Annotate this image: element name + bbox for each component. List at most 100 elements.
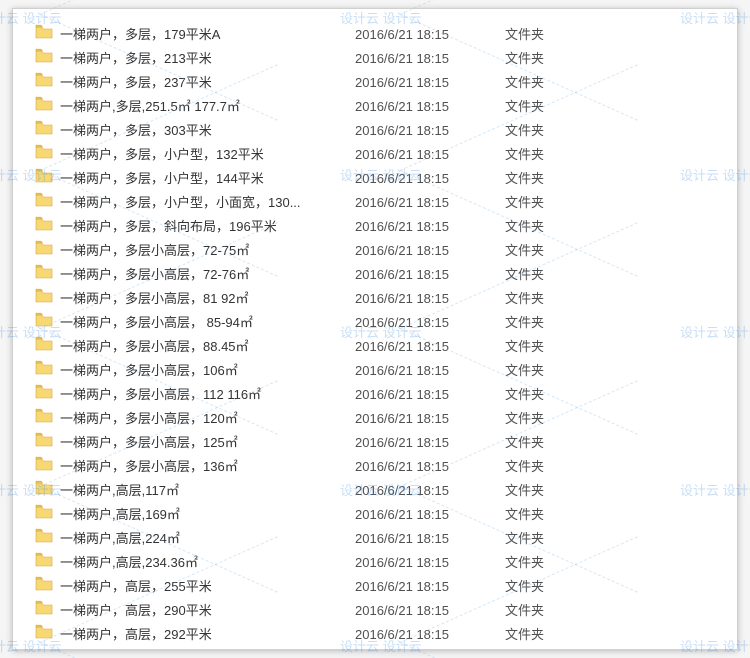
file-name-cell[interactable]: 一梯两户，多层小高层，125㎡ [35,431,355,455]
file-row[interactable]: 一梯两户，多层小高层，136㎡2016/6/21 18:15文件夹 [35,455,727,479]
file-type-cell: 文件夹 [505,575,585,599]
file-date-cell: 2016/6/21 18:15 [355,575,505,599]
file-row[interactable]: 一梯两户,多层,251.5㎡ 177.7㎡2016/6/21 18:15文件夹 [35,95,727,119]
file-name-label: 一梯两户，多层，斜向布局，196平米 [60,215,277,239]
file-row[interactable]: 一梯两户，多层小高层，72-75㎡2016/6/21 18:15文件夹 [35,239,727,263]
file-type-cell: 文件夹 [505,599,585,623]
file-row[interactable]: 一梯两户，高层，292平米2016/6/21 18:15文件夹 [35,623,727,647]
file-row[interactable]: 一梯两户，高层，255平米2016/6/21 18:15文件夹 [35,575,727,599]
file-date-cell: 2016/6/21 18:15 [355,191,505,215]
file-row[interactable]: 一梯两户,高层,117㎡2016/6/21 18:15文件夹 [35,479,727,503]
file-type-cell: 文件夹 [505,23,585,47]
file-row[interactable]: 一梯两户，多层小高层，88.45㎡2016/6/21 18:15文件夹 [35,335,727,359]
file-name-label: 一梯两户，多层小高层，112 116㎡ [60,383,261,407]
file-name-cell[interactable]: 一梯两户,高层,117㎡ [35,479,355,503]
file-date-cell: 2016/6/21 18:15 [355,335,505,359]
file-name-label: 一梯两户,高层,117㎡ [60,479,179,503]
file-type-cell: 文件夹 [505,215,585,239]
file-type-cell: 文件夹 [505,311,585,335]
folder-icon [35,287,60,311]
file-name-label: 一梯两户，多层，小户型，144平米 [60,167,264,191]
file-row[interactable]: 一梯两户，多层小高层，106㎡2016/6/21 18:15文件夹 [35,359,727,383]
file-name-cell[interactable]: 一梯两户，高层，255平米 [35,575,355,599]
file-name-label: 一梯两户，多层小高层，136㎡ [60,455,238,479]
file-row[interactable]: 一梯两户，多层，237平米2016/6/21 18:15文件夹 [35,71,727,95]
file-name-label: 一梯两户,多层,251.5㎡ 177.7㎡ [60,95,240,119]
file-name-cell[interactable]: 一梯两户，多层小高层，112 116㎡ [35,383,355,407]
file-row[interactable]: 一梯两户，多层，213平米2016/6/21 18:15文件夹 [35,47,727,71]
file-name-cell[interactable]: 一梯两户，多层小高层，120㎡ [35,407,355,431]
file-name-label: 一梯两户，多层，303平米 [60,119,212,143]
file-type-cell: 文件夹 [505,383,585,407]
folder-icon [35,47,60,71]
file-name-label: 一梯两户，高层，290平米 [60,599,212,623]
file-name-label: 一梯两户,高层,234.36㎡ [60,551,198,575]
file-row[interactable]: 一梯两户，多层小高层，120㎡2016/6/21 18:15文件夹 [35,407,727,431]
file-type-cell: 文件夹 [505,263,585,287]
file-name-cell[interactable]: 一梯两户，多层，斜向布局，196平米 [35,215,355,239]
file-date-cell: 2016/6/21 18:15 [355,311,505,335]
folder-icon [35,575,60,599]
file-name-cell[interactable]: 一梯两户,多层,251.5㎡ 177.7㎡ [35,95,355,119]
file-name-cell[interactable]: 一梯两户，多层，237平米 [35,71,355,95]
file-name-cell[interactable]: 一梯两户，多层，小户型，144平米 [35,167,355,191]
file-name-label: 一梯两户，多层小高层，81 92㎡ [60,287,249,311]
file-name-cell[interactable]: 一梯两户，高层，290平米 [35,599,355,623]
file-date-cell: 2016/6/21 18:15 [355,431,505,455]
file-row[interactable]: 一梯两户，高层，290平米2016/6/21 18:15文件夹 [35,599,727,623]
file-row[interactable]: 一梯两户，多层，小户型，小面宽，130...2016/6/21 18:15文件夹 [35,191,727,215]
file-date-cell: 2016/6/21 18:15 [355,551,505,575]
file-name-label: 一梯两户，多层，小户型，132平米 [60,143,264,167]
file-name-cell[interactable]: 一梯两户,高层,169㎡ [35,503,355,527]
file-row[interactable]: 一梯两户，多层，小户型，132平米2016/6/21 18:15文件夹 [35,143,727,167]
file-name-label: 一梯两户，多层，小户型，小面宽，130... [60,191,301,215]
file-date-cell: 2016/6/21 18:15 [355,479,505,503]
file-name-cell[interactable]: 一梯两户,高层,224㎡ [35,527,355,551]
file-name-cell[interactable]: 一梯两户，多层，213平米 [35,47,355,71]
file-row[interactable]: 一梯两户，多层，303平米2016/6/21 18:15文件夹 [35,119,727,143]
file-row[interactable]: 一梯两户，多层小高层，81 92㎡ 2016/6/21 18:15文件夹 [35,287,727,311]
file-name-label: 一梯两户，多层，237平米 [60,71,212,95]
file-date-cell: 2016/6/21 18:15 [355,95,505,119]
file-date-cell: 2016/6/21 18:15 [355,143,505,167]
file-date-cell: 2016/6/21 18:15 [355,455,505,479]
file-row[interactable]: 一梯两户，多层，179平米A2016/6/21 18:15文件夹 [35,23,727,47]
file-row[interactable]: 一梯两户，多层小高层，112 116㎡2016/6/21 18:15文件夹 [35,383,727,407]
file-row[interactable]: 一梯两户,高层,224㎡2016/6/21 18:15文件夹 [35,527,727,551]
file-name-cell[interactable]: 一梯两户,高层,234.36㎡ [35,551,355,575]
file-name-cell[interactable]: 一梯两户，多层小高层，106㎡ [35,359,355,383]
file-name-cell[interactable]: 一梯两户，多层小高层，136㎡ [35,455,355,479]
file-name-cell[interactable]: 一梯两户，多层小高层，72-76㎡ [35,263,355,287]
file-name-cell[interactable]: 一梯两户，多层小高层， 85-94㎡ [35,311,355,335]
file-row[interactable]: 一梯两户，多层小高层， 85-94㎡ 2016/6/21 18:15文件夹 [35,311,727,335]
folder-icon [35,383,60,407]
file-name-cell[interactable]: 一梯两户，多层小高层，81 92㎡ [35,287,355,311]
file-row[interactable]: 一梯两户,高层,234.36㎡2016/6/21 18:15文件夹 [35,551,727,575]
folder-icon [35,311,60,335]
file-name-label: 一梯两户，多层小高层，120㎡ [60,407,238,431]
file-name-cell[interactable]: 一梯两户，多层小高层，88.45㎡ [35,335,355,359]
folder-icon [35,23,60,47]
file-row[interactable]: 一梯两户，多层，小户型，144平米2016/6/21 18:15文件夹 [35,167,727,191]
file-type-cell: 文件夹 [505,47,585,71]
file-name-cell[interactable]: 一梯两户，高层，292平米 [35,623,355,647]
file-name-cell[interactable]: 一梯两户，多层小高层，72-75㎡ [35,239,355,263]
file-row[interactable]: 一梯两户,高层,169㎡2016/6/21 18:15文件夹 [35,503,727,527]
folder-icon [35,119,60,143]
file-name-cell[interactable]: 一梯两户，多层，小户型，132平米 [35,143,355,167]
file-date-cell: 2016/6/21 18:15 [355,287,505,311]
file-name-cell[interactable]: 一梯两户，多层，179平米A [35,23,355,47]
file-name-cell[interactable]: 一梯两户，多层，303平米 [35,119,355,143]
file-name-label: 一梯两户，多层小高层，88.45㎡ [60,335,249,359]
file-type-cell: 文件夹 [505,287,585,311]
file-name-label: 一梯两户，多层小高层， 85-94㎡ [60,311,253,335]
file-name-label: 一梯两户，多层小高层，72-75㎡ [60,239,249,263]
file-name-cell[interactable]: 一梯两户，多层，小户型，小面宽，130... [35,191,355,215]
file-type-cell: 文件夹 [505,239,585,263]
file-date-cell: 2016/6/21 18:15 [355,71,505,95]
file-row[interactable]: 一梯两户，多层小高层，72-76㎡2016/6/21 18:15文件夹 [35,263,727,287]
folder-icon [35,623,60,647]
folder-icon [35,191,60,215]
file-row[interactable]: 一梯两户，多层小高层，125㎡2016/6/21 18:15文件夹 [35,431,727,455]
file-row[interactable]: 一梯两户，多层，斜向布局，196平米2016/6/21 18:15文件夹 [35,215,727,239]
